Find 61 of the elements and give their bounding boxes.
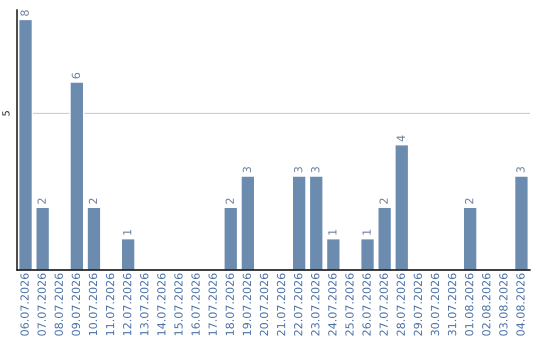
x-tick-label: 31.07.2026 bbox=[448, 273, 456, 336]
x-tick-label: 09.07.2026 bbox=[72, 273, 80, 336]
bar bbox=[86, 206, 102, 270]
bar bbox=[394, 144, 410, 270]
bar bbox=[514, 175, 529, 270]
x-tick-label: 28.07.2026 bbox=[396, 273, 405, 336]
bar bbox=[223, 206, 238, 270]
x-tick-label: 14.07.2026 bbox=[157, 273, 166, 336]
x-tick-label: 26.07.2026 bbox=[362, 273, 371, 336]
data-label: 6 bbox=[72, 72, 80, 78]
x-tick-label: 22.07.2026 bbox=[294, 273, 302, 336]
x-tick-label: 30.07.2026 bbox=[430, 273, 440, 336]
x-tick-label: 11.07.2026 bbox=[106, 273, 114, 336]
y-tick-label: 5 bbox=[2, 111, 10, 116]
bar bbox=[35, 206, 50, 270]
data-label: 3 bbox=[311, 167, 320, 172]
bar bbox=[120, 238, 136, 270]
data-label: 1 bbox=[362, 230, 371, 235]
bar bbox=[377, 206, 392, 270]
bar bbox=[308, 175, 324, 270]
x-tick-label: 12.07.2026 bbox=[122, 273, 132, 336]
data-label: 8 bbox=[20, 10, 29, 16]
x-tick-label: 02.08.2026 bbox=[482, 273, 490, 336]
x-tick-label: 27.07.2026 bbox=[379, 273, 388, 336]
bar bbox=[360, 238, 376, 270]
x-tick-label: 15.07.2026 bbox=[174, 273, 183, 336]
x-tick-label: 29.07.2026 bbox=[414, 273, 422, 336]
x-tick-label: 24.07.2026 bbox=[328, 273, 337, 336]
data-label: 4 bbox=[396, 135, 405, 142]
x-tick-label: 10.07.2026 bbox=[88, 273, 98, 336]
x-tick-label: 04.08.2026 bbox=[516, 273, 525, 336]
data-label: 2 bbox=[37, 198, 46, 204]
data-label: 1 bbox=[328, 230, 336, 235]
bar bbox=[326, 238, 341, 270]
x-tick-label: 01.08.2026 bbox=[464, 273, 474, 336]
x-tick-label: 21.07.2026 bbox=[276, 273, 286, 336]
x-tick-label: 17.07.2026 bbox=[208, 273, 217, 336]
bar bbox=[240, 175, 256, 270]
x-tick-label: 18.07.2026 bbox=[226, 273, 234, 336]
x-tick-label: 08.07.2026 bbox=[54, 273, 63, 336]
x-tick-label: 19.07.2026 bbox=[242, 273, 252, 336]
x-tick-label: 06.07.2026 bbox=[20, 273, 29, 336]
data-label: 2 bbox=[226, 198, 234, 204]
x-tick-label: 20.07.2026 bbox=[260, 273, 268, 336]
bar bbox=[18, 18, 34, 270]
data-label: 1 bbox=[123, 230, 132, 235]
x-tick-label: 07.07.2026 bbox=[37, 273, 46, 336]
data-label: 2 bbox=[88, 198, 98, 204]
bar bbox=[462, 206, 478, 270]
x-tick-label: 25.07.2026 bbox=[345, 273, 354, 336]
data-label: 2 bbox=[464, 198, 474, 204]
data-label: 2 bbox=[379, 198, 388, 204]
data-label: 3 bbox=[242, 167, 252, 172]
x-tick-label: 23.07.2026 bbox=[311, 273, 320, 336]
bar bbox=[69, 81, 84, 270]
x-tick-label: 03.08.2026 bbox=[499, 273, 508, 336]
data-label: 3 bbox=[516, 167, 525, 172]
bar bbox=[292, 175, 307, 270]
data-label: 3 bbox=[294, 167, 302, 172]
x-tick-label: 13.07.2026 bbox=[140, 273, 148, 336]
x-tick-label: 16.07.2026 bbox=[191, 273, 200, 336]
